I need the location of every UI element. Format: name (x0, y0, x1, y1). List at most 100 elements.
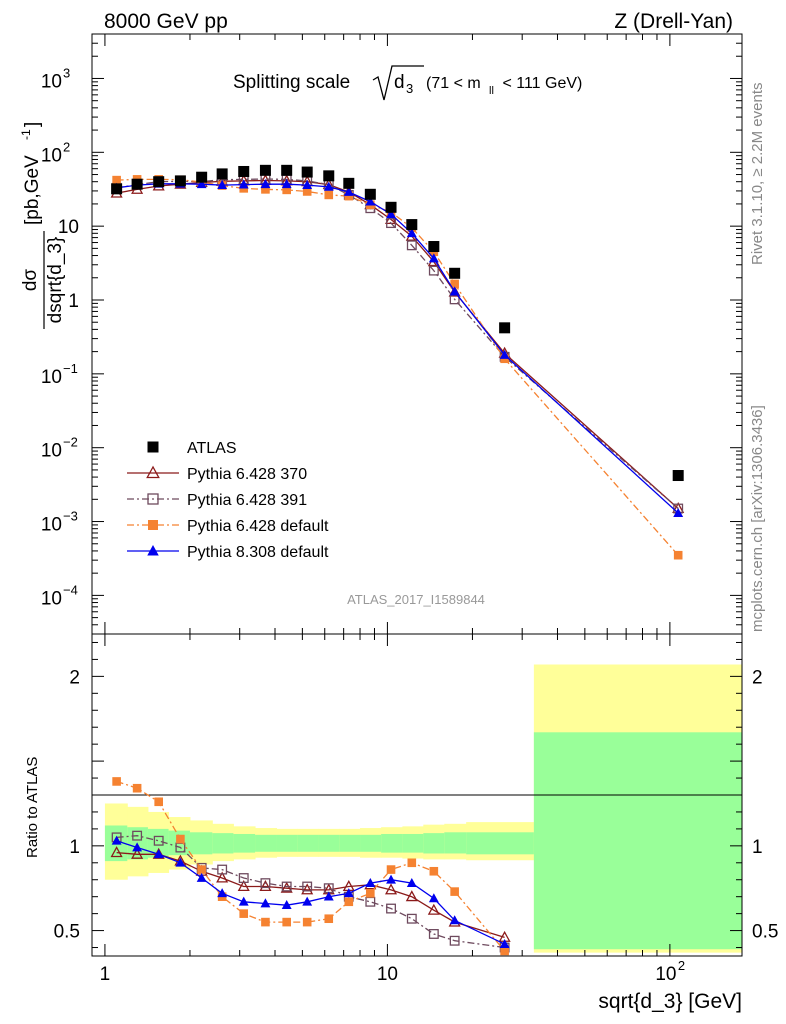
mc-point (260, 179, 271, 189)
data-point (301, 166, 313, 178)
ratio-point (111, 835, 122, 845)
ratio-band-green (402, 833, 424, 853)
ratio-point (427, 903, 440, 915)
ratio-series-0 (110, 846, 511, 942)
ratio-point (365, 896, 376, 907)
ratio-point (386, 874, 396, 884)
analysis-tag: ATLAS_2017_I1589844 (347, 592, 485, 607)
x-tick-label: 10 (377, 964, 398, 985)
ratio-point (238, 873, 249, 883)
x-tick-label: 10 (655, 964, 676, 985)
mc-point (673, 507, 684, 517)
plot-title: Splitting scale d 3 (71 < m ll < 111 GeV… (233, 65, 582, 101)
mc-point (673, 550, 683, 560)
ratio-point (386, 865, 396, 874)
y-tick-label-exp: −2 (63, 435, 78, 450)
legend-label: Pythia 8.308 default (187, 544, 329, 561)
ratio-band-green (212, 833, 234, 854)
mc-point (196, 179, 207, 189)
ratio-band-green (318, 834, 340, 852)
y-tick-label: 10 (41, 71, 62, 92)
data-point (428, 241, 440, 253)
plot-title-root: d (394, 72, 405, 93)
ratio-point (154, 797, 163, 807)
legend-label: Pythia 6.428 370 (187, 466, 307, 483)
mc-point (261, 185, 270, 194)
ratio-y-tick-label: 0.5 (54, 922, 80, 943)
main-plot-series (110, 164, 685, 560)
mc-point (406, 228, 417, 238)
ratio-point (110, 846, 123, 858)
y-tick-label-exp: 3 (63, 65, 70, 80)
ratio-point (366, 888, 375, 898)
legend-label: Pythia 6.428 default (187, 518, 329, 535)
legend-marker (147, 441, 159, 453)
axis-ticks (91, 33, 742, 956)
ratio-point (343, 888, 354, 898)
ratio-y-axis-label: Ratio to ATLAS (24, 757, 41, 858)
ratio-point (344, 897, 354, 907)
mc-point (450, 279, 459, 289)
ratio-point (197, 865, 206, 874)
legend-entry: Pythia 8.308 default (127, 544, 329, 561)
y-label-numerator: dσ (20, 269, 41, 292)
data-point (259, 164, 271, 176)
mc-point (365, 196, 376, 206)
y-tick-label-exp: −3 (63, 509, 78, 524)
sqrt-sign-icon (372, 65, 424, 101)
series-0 (111, 164, 684, 482)
mc-point (428, 265, 439, 276)
y-tick-label: 10 (41, 145, 62, 166)
ratio-point (386, 903, 396, 914)
legend-entry: Pythia 6.428 370 (127, 465, 307, 483)
ratio-point (449, 935, 460, 946)
side-label-mcplots: mcplots.cern.ch [arXiv:1306.3436] (749, 405, 766, 632)
x-tick-label: 1 (100, 964, 111, 985)
ratio-point (302, 881, 313, 892)
y-tick-label: 10 (58, 217, 79, 238)
mc-point (112, 175, 121, 185)
ratio-point (323, 891, 334, 901)
mc-point (344, 191, 354, 201)
y-tick-label-exp: 2 (63, 139, 70, 154)
mc-point (323, 181, 334, 191)
data-point (672, 470, 684, 482)
ratio-series-3 (111, 835, 510, 949)
y-tick-label: 1 (68, 291, 79, 312)
data-point (364, 188, 376, 200)
y-tick-label: 10 (41, 441, 62, 462)
ratio-point (499, 938, 510, 949)
legend-marker (146, 465, 160, 479)
header-right: Z (Drell-Yan) (614, 10, 733, 33)
ratio-point (324, 914, 334, 924)
y-tick-label: 10 (41, 588, 62, 609)
ratio-uncertainty-bands (104, 664, 742, 953)
ratio-point (238, 896, 249, 906)
ratio-point (428, 929, 439, 939)
mc-point (343, 186, 354, 196)
legend-label: ATLAS (187, 440, 237, 457)
legend-entry: ATLAS (147, 440, 237, 457)
ratio-point (132, 783, 142, 793)
ratio-point (302, 896, 313, 906)
mc-point (428, 253, 439, 263)
y-tick-label: 10 (41, 367, 62, 388)
header-left: 8000 GeV pp (104, 10, 228, 33)
ratio-point (429, 866, 439, 876)
legend-marker (147, 545, 159, 556)
legend-marker (147, 493, 159, 505)
data-point (174, 175, 186, 187)
series-1 (110, 173, 685, 514)
ratio-point (260, 878, 271, 889)
ratio-y-tick-label-right: 2 (752, 667, 763, 688)
series-line (116, 178, 679, 509)
mc-point (449, 286, 460, 296)
ratio-point (239, 909, 249, 918)
ratio-point (132, 842, 143, 852)
data-point (385, 201, 397, 213)
y-label-unit: [pb,GeV (22, 155, 43, 225)
ratio-point (153, 835, 164, 846)
plot-title-range-sub: ll (489, 85, 494, 97)
ratio-point (217, 888, 228, 898)
